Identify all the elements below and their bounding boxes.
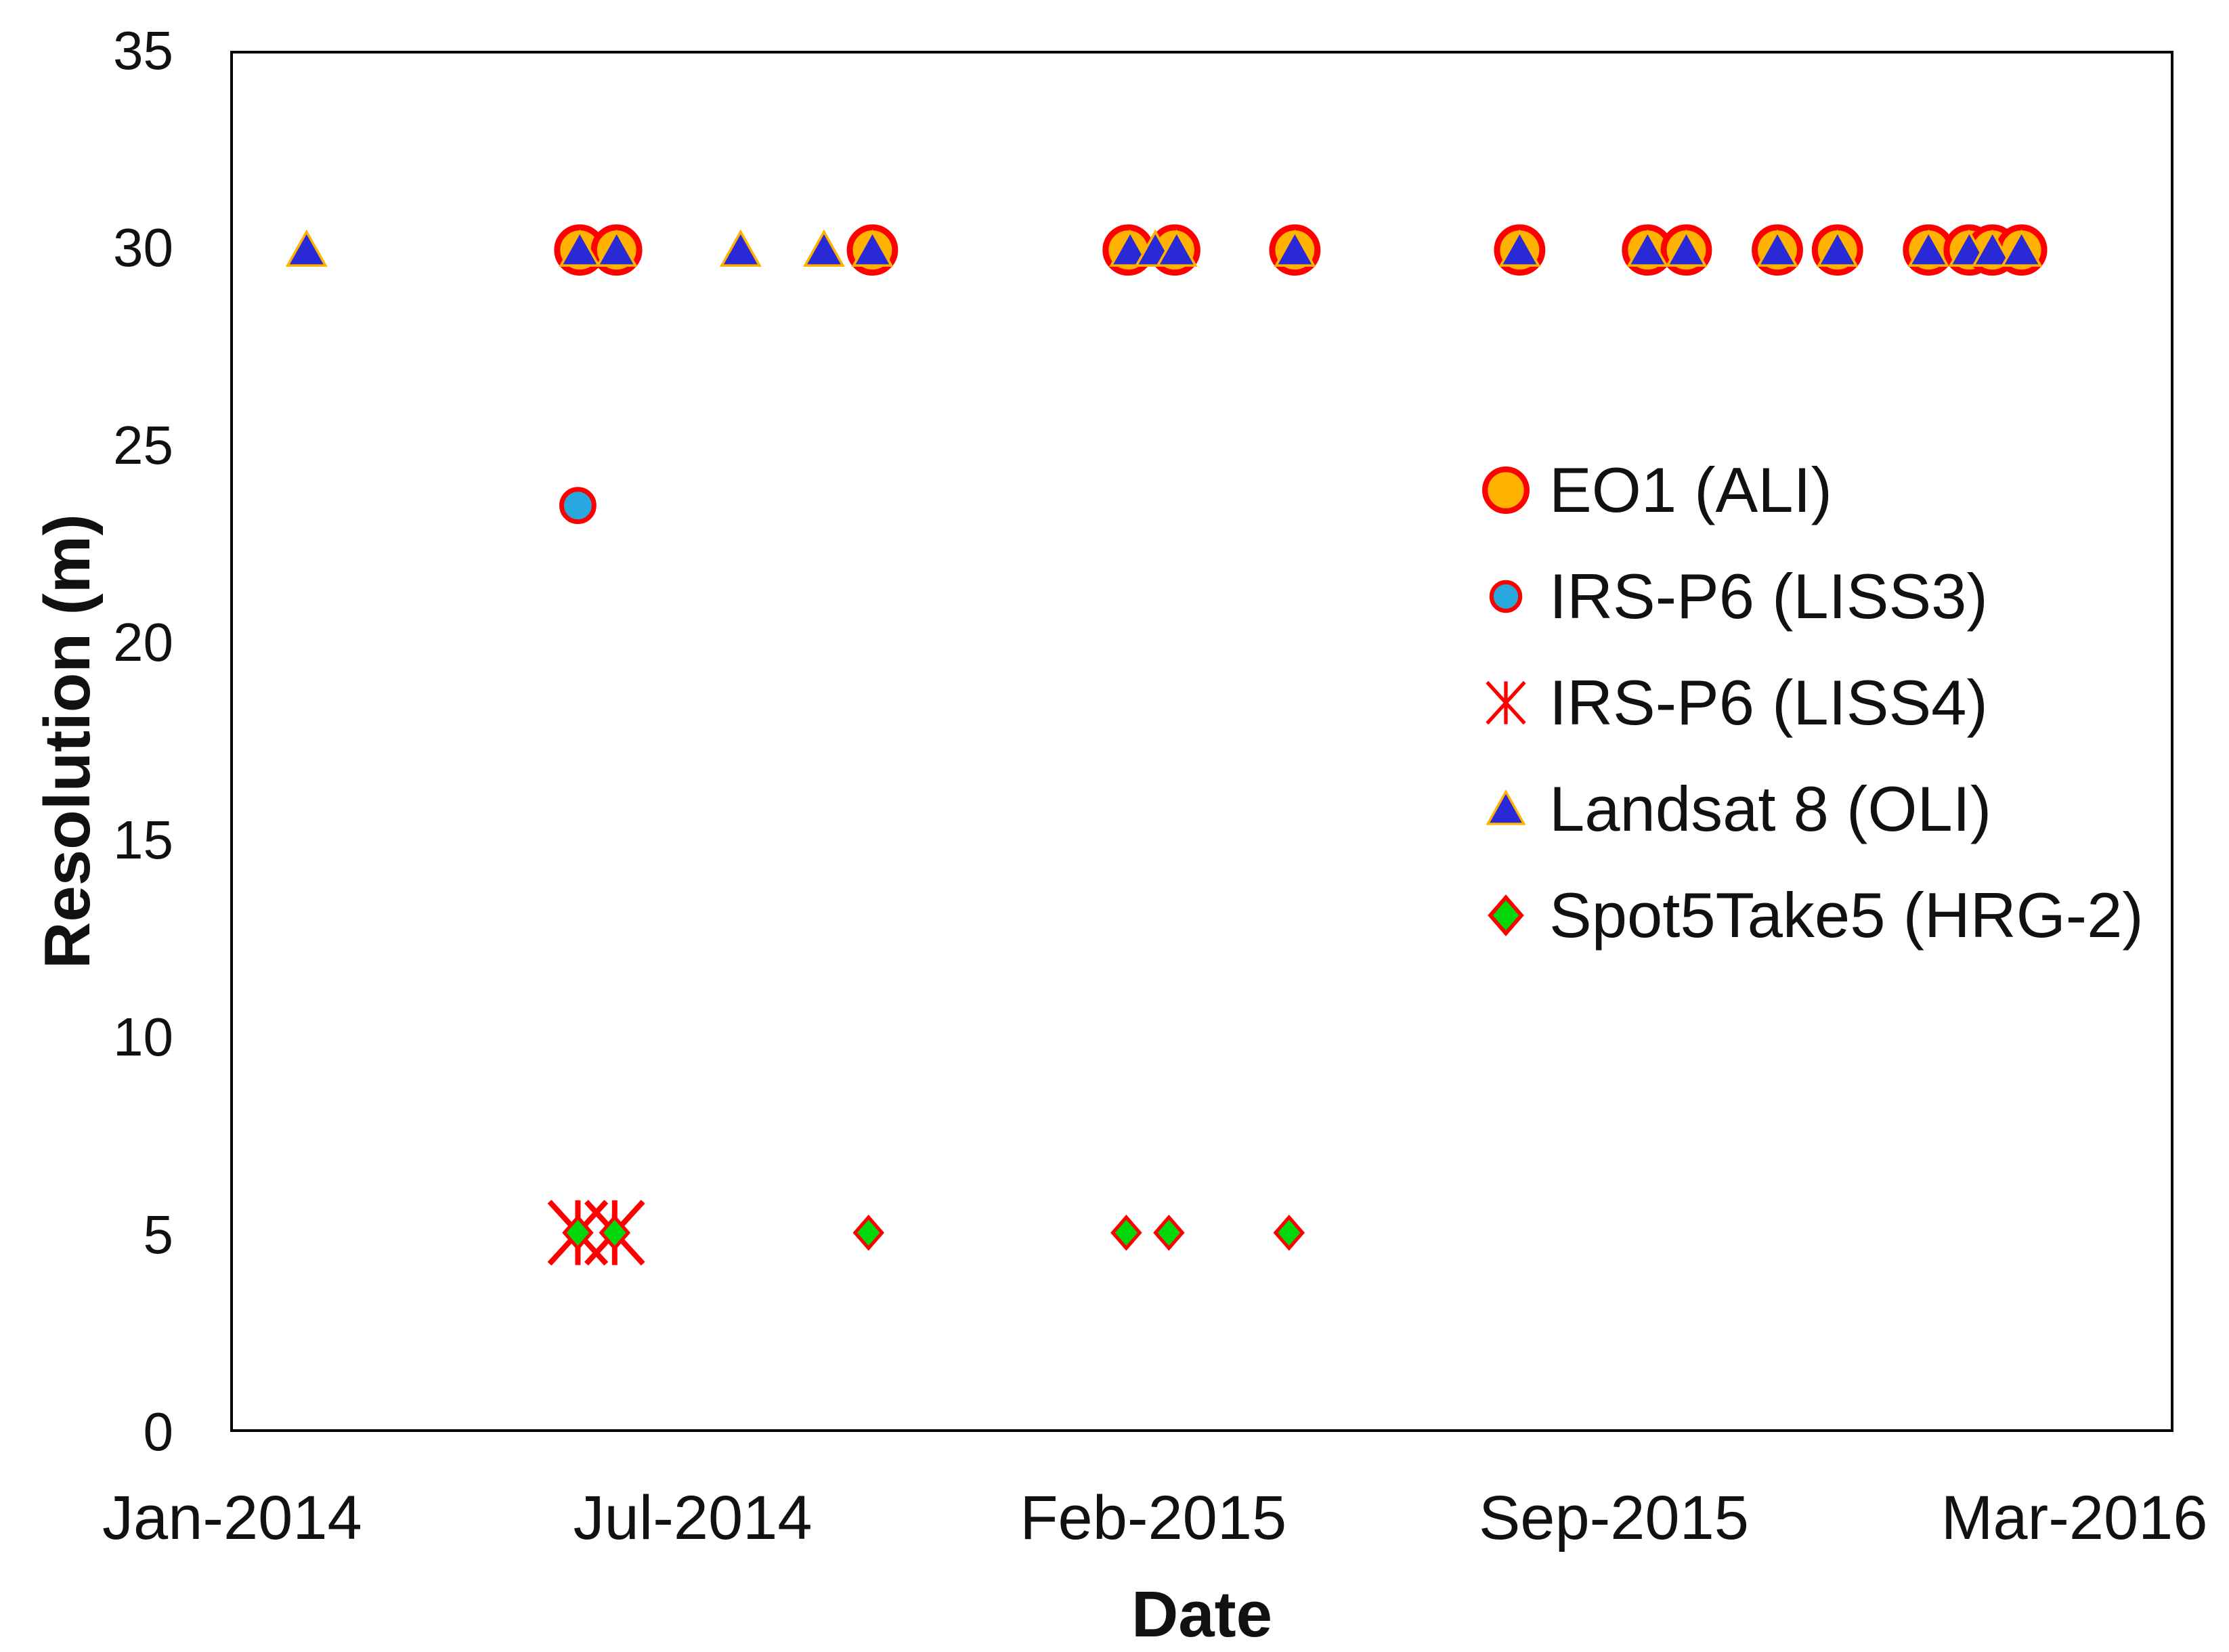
data-point-landsat-8-oli <box>1907 229 1950 267</box>
plot-markers-canvas <box>285 224 2048 1266</box>
legend-marker-shape <box>1482 466 1530 514</box>
data-point-landsat-8-oli <box>1274 229 1316 267</box>
legend-item-eo1-ali: EO1 (ALI) <box>1468 437 2145 543</box>
data-point-spot5take5-hrg-2 <box>1110 1215 1142 1251</box>
legend-marker-shape <box>1486 680 1526 724</box>
legend-label: IRS-P6 (LISS3) <box>1549 560 1988 632</box>
legend-label: IRS-P6 (LISS4) <box>1549 666 1988 738</box>
y-tick-label-25: 25 <box>113 414 173 475</box>
data-point-landsat-8-oli <box>595 229 638 267</box>
legend-marker-shape <box>1486 789 1526 825</box>
landsat-triangle-marker-icon <box>1486 789 1526 825</box>
legend-label: Spot5Take5 (HRG-2) <box>1549 879 2144 951</box>
y-tick-label-35: 35 <box>113 20 173 81</box>
data-point-landsat-8-oli <box>2000 229 2043 267</box>
y-tick-label-20: 20 <box>113 612 173 673</box>
x-axis-title: Date <box>1131 1578 1273 1651</box>
data-point-spot5take5-hrg-2 <box>1153 1215 1185 1251</box>
y-tick-label-5: 5 <box>143 1204 174 1265</box>
y-tick-label-0: 0 <box>143 1401 174 1462</box>
data-point-landsat-8-oli <box>1665 229 1708 267</box>
eo1-circle-marker-icon <box>1482 466 1530 514</box>
data-point-spot5take5-hrg-2 <box>852 1215 884 1251</box>
data-point-landsat-8-oli <box>1971 229 2014 267</box>
legend-item-landsat-8-oli: Landsat 8 (OLI) <box>1468 756 2145 862</box>
x-tick-label-feb-2015: Feb-2015 <box>1020 1483 1287 1552</box>
y-tick-label-10: 10 <box>113 1007 173 1068</box>
legend-marker-shape <box>1488 894 1524 936</box>
y-tick-label-30: 30 <box>113 217 173 278</box>
data-point-landsat-8-oli <box>1155 229 1198 267</box>
legend-marker-shape <box>1489 580 1523 613</box>
x-tick-label-mar-2016: Mar-2016 <box>1941 1483 2208 1552</box>
legend: EO1 (ALI) IRS-P6 (LISS3) IRS-P6 (LISS4) … <box>1468 437 2145 968</box>
data-point-landsat-8-oli <box>851 229 894 267</box>
data-point-landsat-8-oli <box>802 229 845 267</box>
x-tick-label-jan-2014: Jan-2014 <box>102 1483 362 1552</box>
data-point-spot5take5-hrg-2 <box>562 1215 594 1251</box>
data-point-landsat-8-oli <box>1498 229 1541 267</box>
data-point-landsat-8-oli <box>1626 229 1669 267</box>
legend-item-irs-p6-liss3: IRS-P6 (LISS3) <box>1468 543 2145 649</box>
legend-item-irs-p6-liss4: IRS-P6 (LISS4) <box>1468 649 2145 756</box>
liss4-asterisk-marker-icon <box>1486 680 1526 724</box>
x-tick-label-sep-2015: Sep-2015 <box>1478 1483 1749 1552</box>
data-point-spot5take5-hrg-2 <box>1273 1215 1305 1251</box>
legend-label: EO1 (ALI) <box>1549 454 1832 525</box>
data-point-landsat-8-oli <box>1109 229 1152 267</box>
liss3-circle-marker-icon <box>1489 580 1523 613</box>
spot5-diamond-marker-icon <box>1488 894 1524 936</box>
y-tick-label-15: 15 <box>113 809 173 870</box>
x-axis-ticks: Jan-2014 Jul-2014 Feb-2015 Sep-2015 Mar-2016 <box>102 1483 2207 1568</box>
y-axis-ticks: 35 30 25 20 15 10 5 0 <box>0 0 173 1652</box>
data-point-landsat-8-oli <box>285 229 328 267</box>
legend-item-spot5take5-hrg-2: Spot5Take5 (HRG-2) <box>1468 862 2145 968</box>
data-point-landsat-8-oli <box>1816 229 1859 267</box>
data-point-landsat-8-oli <box>1756 229 1798 267</box>
plot-area <box>230 51 2173 1432</box>
legend-label: Landsat 8 (OLI) <box>1549 773 1992 844</box>
data-point-irs-p6-liss3 <box>559 487 597 525</box>
data-point-spot5take5-hrg-2 <box>599 1215 631 1251</box>
data-point-landsat-8-oli <box>719 229 762 267</box>
x-tick-label-jul-2014: Jul-2014 <box>573 1483 813 1552</box>
data-point-landsat-8-oli <box>559 229 601 267</box>
